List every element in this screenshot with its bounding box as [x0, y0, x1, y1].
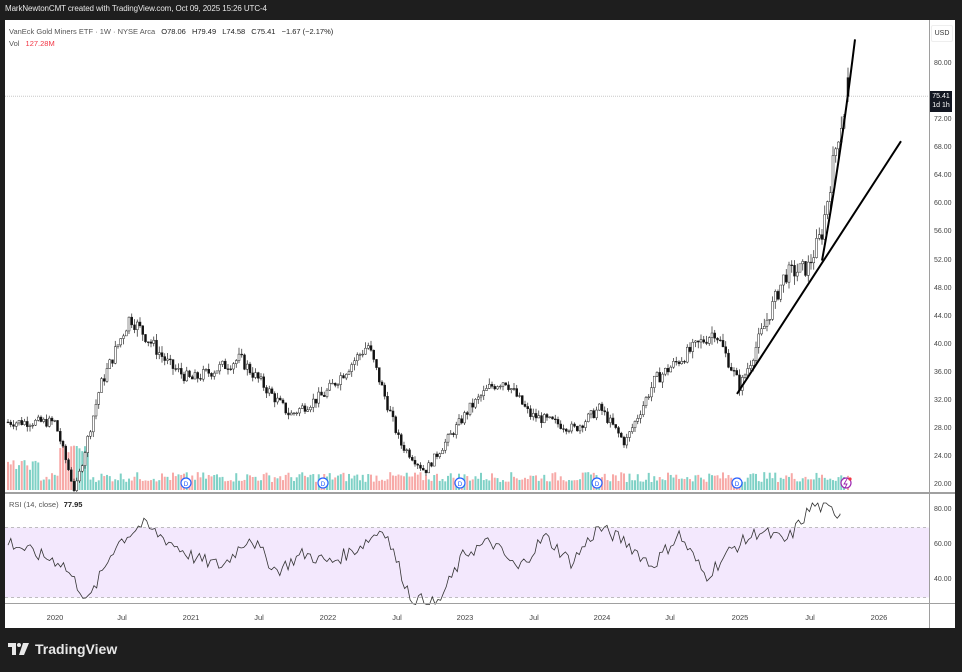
time-tick: 2024 — [593, 613, 611, 622]
brand-name: TradingView — [35, 641, 118, 657]
footer-bar — [0, 630, 962, 672]
dividend-marker-icon[interactable] — [454, 477, 466, 489]
ohlc-close: C75.41 — [251, 27, 276, 36]
price-tick: 32.00 — [934, 396, 952, 404]
time-tick: Jul — [665, 613, 675, 622]
svg-text:D: D — [321, 481, 326, 488]
price-tick: 20.00 — [934, 481, 952, 489]
time-tick: Jul — [392, 613, 402, 622]
time-tick: Jul — [254, 613, 264, 622]
svg-text:D: D — [458, 481, 463, 488]
dividend-marker-icon[interactable] — [591, 477, 603, 489]
earnings-marker-icon[interactable] — [840, 477, 852, 489]
svg-text:D: D — [595, 481, 600, 488]
price-tick: 60.00 — [934, 200, 952, 208]
time-tick: 2023 — [456, 613, 474, 622]
chart-area[interactable] — [5, 20, 955, 628]
ohlc-open: O78.06 — [161, 27, 186, 36]
price-tick: 52.00 — [934, 256, 952, 264]
price-tick: 48.00 — [934, 284, 952, 292]
svg-text:D: D — [184, 481, 189, 488]
currency-button[interactable]: USD — [931, 25, 953, 42]
rsi-legend: RSI (14, close) 77.95 — [9, 500, 82, 509]
price-tick: 24.00 — [934, 453, 952, 461]
price-tick: 44.00 — [934, 312, 952, 320]
ohlc-high: H79.49 — [191, 27, 217, 36]
price-axis-border — [929, 20, 930, 628]
bar-countdown: 1d 1h — [932, 102, 950, 109]
tradingview-logo-icon — [8, 643, 29, 655]
time-axis-border — [5, 603, 955, 604]
volume-value: 127.28M — [25, 39, 55, 48]
time-tick: Jul — [117, 613, 127, 622]
time-tick: 2020 — [46, 613, 64, 622]
price-tick: 28.00 — [934, 425, 952, 433]
time-tick: 2025 — [731, 613, 749, 622]
dividend-marker-icon[interactable] — [317, 477, 329, 489]
rsi-value: 77.95 — [63, 500, 83, 509]
time-tick: Jul — [529, 613, 539, 622]
volume-legend: Vol 127.28M — [9, 39, 55, 48]
rsi-tick: 80.00 — [934, 506, 952, 513]
rsi-band — [5, 527, 929, 598]
price-tick: 72.00 — [934, 116, 952, 124]
chart-credit: MarkNewtonCMT created with TradingView.c… — [5, 4, 267, 13]
symbol-legend: VanEck Gold Miners ETF · 1W · NYSE Arca … — [9, 27, 333, 36]
pane-separator[interactable] — [5, 492, 955, 494]
svg-text:D: D — [735, 481, 740, 488]
time-tick: 2021 — [182, 613, 200, 622]
last-price-label: 75.41 1d 1h — [930, 91, 952, 112]
price-tick: 36.00 — [934, 368, 952, 376]
price-change: −1.67 (−2.17%) — [281, 27, 334, 36]
last-price: 75.41 — [932, 93, 950, 100]
time-tick: 2022 — [319, 613, 337, 622]
dividend-marker-icon[interactable] — [731, 477, 743, 489]
volume-label[interactable]: Vol — [9, 39, 20, 48]
time-tick: Jul — [805, 613, 815, 622]
rsi-label[interactable]: RSI (14, close) — [9, 500, 59, 509]
price-tick: 68.00 — [934, 144, 952, 152]
symbol-name[interactable]: VanEck Gold Miners ETF · 1W · NYSE Arca — [9, 27, 156, 36]
trendline-upper[interactable] — [821, 39, 856, 261]
rsi-tick: 60.00 — [934, 541, 952, 548]
price-tick: 40.00 — [934, 340, 952, 348]
trendline-lower[interactable] — [736, 140, 902, 395]
time-tick: 2026 — [870, 613, 888, 622]
tradingview-logo[interactable]: TradingView — [8, 641, 117, 657]
price-tick: 64.00 — [934, 172, 952, 180]
right-frame — [955, 0, 962, 672]
dividend-marker-icon[interactable] — [180, 477, 192, 489]
price-tick: 56.00 — [934, 228, 952, 236]
price-tick: 80.00 — [934, 60, 952, 67]
ohlc-low: L74.58 — [222, 27, 246, 36]
rsi-tick: 40.00 — [934, 576, 952, 583]
